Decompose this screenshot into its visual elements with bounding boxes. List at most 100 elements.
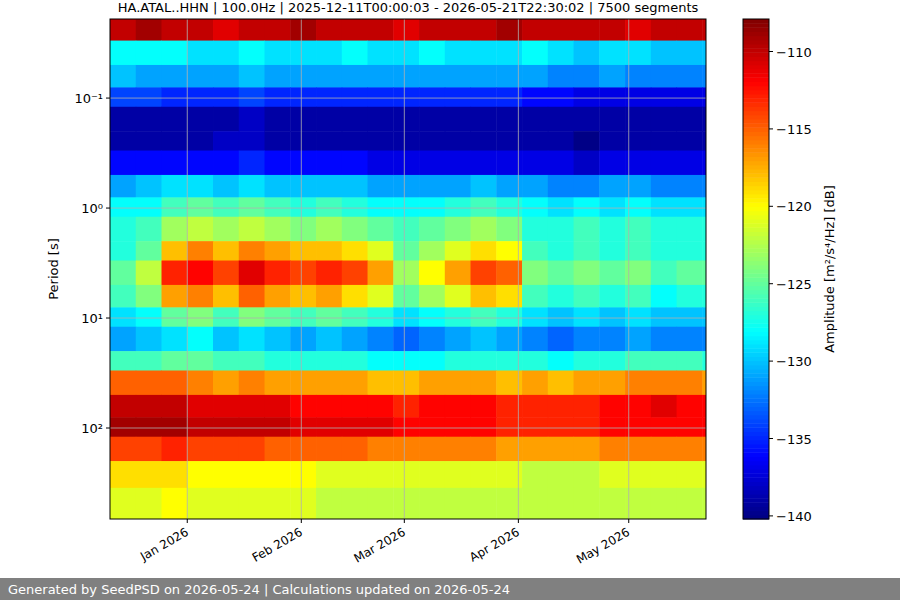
- colorbar-step: [743, 482, 769, 487]
- cell: [548, 217, 574, 242]
- cell: [187, 285, 213, 308]
- cell: [599, 65, 625, 88]
- cell: [702, 327, 706, 352]
- cell: [393, 151, 419, 176]
- cell: [265, 285, 291, 308]
- cell: [548, 131, 574, 151]
- cell: [290, 197, 316, 217]
- cell: [136, 107, 162, 132]
- cell: [213, 417, 239, 437]
- cell: [136, 351, 162, 371]
- cell: [702, 217, 706, 242]
- cell: [702, 65, 706, 88]
- cell: [445, 107, 471, 132]
- tick: [106, 208, 110, 209]
- colorbar-step: [743, 119, 769, 124]
- cell: [239, 217, 265, 242]
- cell: [239, 87, 265, 107]
- cell: [316, 87, 342, 107]
- cell: [187, 65, 213, 88]
- colorbar-step: [743, 286, 769, 291]
- cell: [136, 261, 162, 286]
- tick-label: Apr 2026: [467, 525, 522, 565]
- colorbar-step: [743, 386, 769, 391]
- cell: [548, 197, 574, 217]
- colorbar-step: [743, 336, 769, 341]
- colorbar-step: [743, 57, 769, 62]
- cell: [702, 131, 706, 151]
- cell: [599, 395, 625, 418]
- cell: [574, 351, 600, 371]
- cell: [393, 175, 419, 198]
- cell: [471, 107, 497, 132]
- cell: [239, 437, 265, 462]
- colorbar-step: [743, 427, 769, 432]
- colorbar-step: [743, 382, 769, 387]
- cell: [136, 131, 162, 151]
- cell: [548, 327, 574, 352]
- colorbar-frame: [743, 19, 769, 519]
- cell: [651, 395, 677, 418]
- cell: [548, 488, 574, 519]
- cell: [239, 107, 265, 132]
- cell: [265, 395, 291, 418]
- colorbar-step: [743, 169, 769, 174]
- colorbar-step: [743, 73, 769, 78]
- cell: [342, 417, 368, 437]
- colorbar-step: [743, 261, 769, 266]
- tick: [769, 438, 773, 439]
- cell: [316, 107, 342, 132]
- cell: [522, 41, 548, 66]
- cell: [651, 151, 677, 176]
- cell: [368, 65, 394, 88]
- cell: [677, 285, 703, 308]
- cell: [162, 461, 188, 488]
- colorbar-step: [743, 315, 769, 320]
- colorbar-step: [743, 357, 769, 362]
- colorbar-step: [743, 86, 769, 91]
- colorbar-step: [743, 390, 769, 395]
- cell: [677, 131, 703, 151]
- cell: [239, 241, 265, 261]
- cell: [522, 371, 548, 396]
- cell: [162, 41, 188, 66]
- cell: [342, 151, 368, 176]
- cell: [445, 65, 471, 88]
- cell: [419, 437, 445, 462]
- colorbar-step: [743, 136, 769, 141]
- cell: [393, 41, 419, 66]
- cell: [548, 461, 574, 488]
- tick-label: 10²: [81, 421, 103, 436]
- cell: [213, 175, 239, 198]
- cell: [677, 461, 703, 488]
- cell: [574, 437, 600, 462]
- cell: [187, 307, 213, 327]
- cell: [548, 437, 574, 462]
- colorbar-step: [743, 211, 769, 216]
- cell: [342, 241, 368, 261]
- cell: [213, 197, 239, 217]
- cell: [522, 151, 548, 176]
- cell: [368, 461, 394, 488]
- cell: [702, 175, 706, 198]
- colorbar-step: [743, 452, 769, 457]
- cell: [213, 351, 239, 371]
- colorbar-step: [743, 102, 769, 107]
- cell: [445, 371, 471, 396]
- cell: [187, 371, 213, 396]
- colorbar-step: [743, 152, 769, 157]
- cell: [702, 307, 706, 327]
- colorbar-step: [743, 98, 769, 103]
- cell: [471, 65, 497, 88]
- tick: [106, 98, 110, 99]
- cell: [239, 19, 265, 41]
- cell: [651, 371, 677, 396]
- cell: [213, 327, 239, 352]
- cell: [265, 41, 291, 66]
- colorbar-step: [743, 248, 769, 253]
- cell: [368, 41, 394, 66]
- cell: [522, 175, 548, 198]
- cell: [213, 107, 239, 132]
- cell: [677, 19, 703, 41]
- colorbar-step: [743, 494, 769, 499]
